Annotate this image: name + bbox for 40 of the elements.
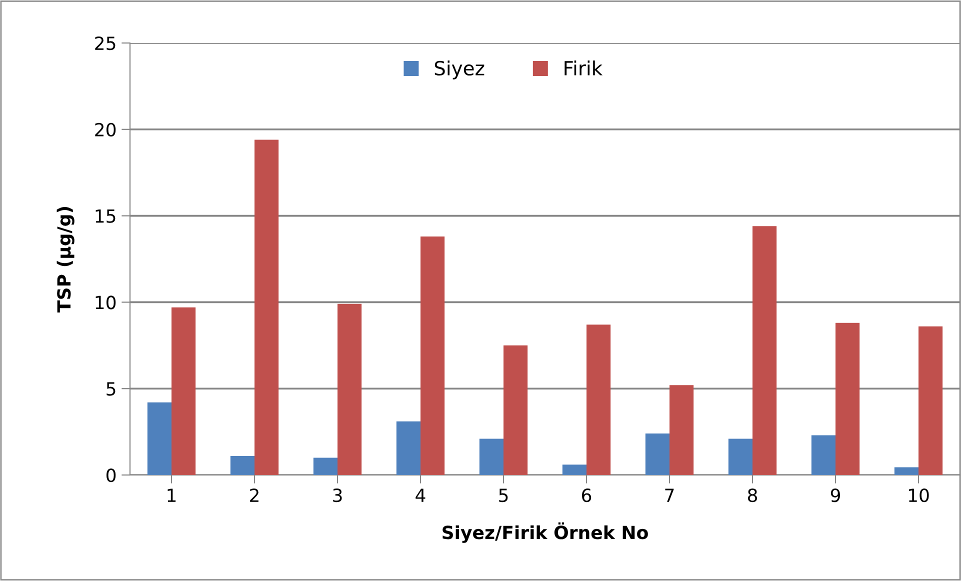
y-tick-label: 5 xyxy=(106,382,116,396)
y-tick-label: 20 xyxy=(95,122,116,137)
bar xyxy=(420,236,445,475)
bar xyxy=(338,304,362,475)
bar xyxy=(811,435,836,475)
bar xyxy=(670,385,694,475)
bar xyxy=(230,456,254,475)
x-tick-label: 5 xyxy=(499,488,508,502)
bar xyxy=(918,326,943,475)
bar xyxy=(562,464,586,475)
x-axis-title: Siyez/Firik Örnek No xyxy=(442,522,648,543)
bar xyxy=(836,322,860,475)
x-tick-label: 8 xyxy=(748,488,758,502)
bar xyxy=(254,140,279,475)
legend-label: Firik xyxy=(564,60,603,76)
y-tick-label: 15 xyxy=(96,209,116,223)
x-tick-label: 2 xyxy=(250,488,258,502)
bar xyxy=(147,402,172,475)
bar xyxy=(479,438,504,475)
y-tick-label: 0 xyxy=(106,468,116,482)
bar xyxy=(172,307,196,475)
bar xyxy=(586,324,611,475)
bar xyxy=(504,345,528,475)
legend-label: Siyez xyxy=(434,60,484,80)
bar xyxy=(894,467,918,475)
y-tick-label: 10 xyxy=(96,296,116,310)
x-tick-label: 7 xyxy=(665,488,674,502)
x-tick-label: 10 xyxy=(908,488,929,502)
x-tick-label: 4 xyxy=(416,488,426,502)
y-tick-label: 25 xyxy=(95,36,116,50)
bar xyxy=(728,438,752,475)
bar xyxy=(645,434,670,475)
bar xyxy=(396,421,420,475)
bar xyxy=(752,226,777,475)
x-tick-label: 1 xyxy=(168,488,176,502)
x-tick-label: 9 xyxy=(830,488,840,502)
y-axis-title: TSP (µg/g) xyxy=(56,207,74,312)
x-tick-label: 3 xyxy=(333,488,342,502)
x-tick-label: 6 xyxy=(582,488,592,502)
bar xyxy=(313,458,338,475)
